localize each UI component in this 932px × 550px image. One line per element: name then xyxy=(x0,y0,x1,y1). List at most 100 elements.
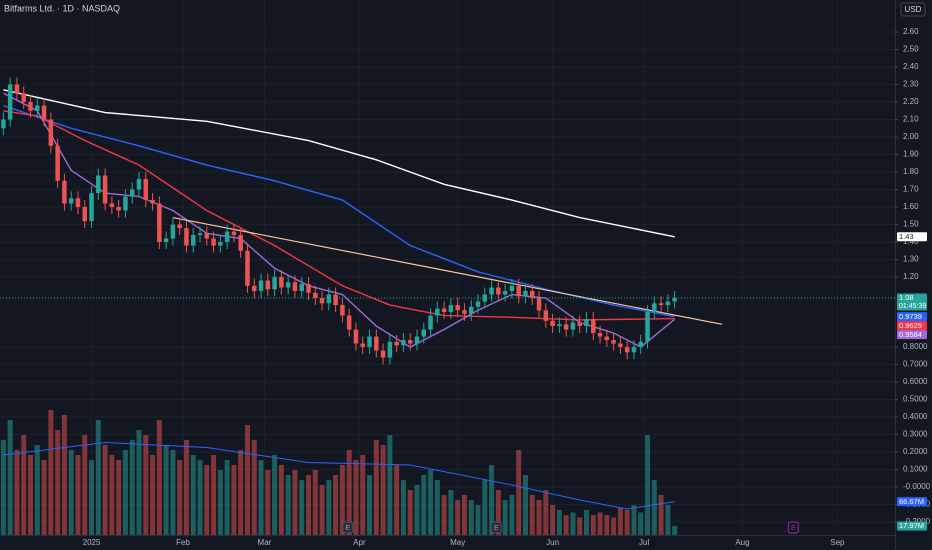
y-tick-label: 0.3000 xyxy=(903,430,928,439)
y-tick-label: 0.4000 xyxy=(903,412,928,421)
candle-body xyxy=(428,315,433,330)
x-tick-label: Feb xyxy=(176,538,190,547)
volume-bar xyxy=(665,505,671,535)
candle-body xyxy=(455,305,460,311)
price-label: 66.67M xyxy=(899,497,924,506)
candle-body xyxy=(279,277,284,288)
y-tick-label: 0.1000 xyxy=(903,465,928,474)
candle-body xyxy=(489,287,494,295)
currency: USD xyxy=(905,5,922,14)
volume-bar xyxy=(197,460,203,535)
volume-bar xyxy=(651,480,657,535)
volume-bar xyxy=(583,510,589,535)
candle-body xyxy=(421,329,427,337)
candle-body xyxy=(333,294,338,306)
volume-bar xyxy=(183,440,189,535)
y-tick-label: -0.0000 xyxy=(903,482,931,491)
candle-body xyxy=(258,280,264,292)
y-tick-label: 1.20 xyxy=(903,272,919,281)
candle-body xyxy=(591,319,596,334)
candle-body xyxy=(75,198,81,208)
event-icon[interactable] xyxy=(342,521,354,534)
volume-bar xyxy=(502,500,508,535)
volume-bar xyxy=(380,445,386,535)
candle-body xyxy=(380,350,386,358)
volume-bar xyxy=(265,470,271,535)
candle-body xyxy=(190,235,196,246)
event-icon[interactable] xyxy=(787,521,799,534)
volume-bar xyxy=(61,415,67,535)
price-label-box xyxy=(897,497,927,507)
volume-bar xyxy=(387,435,393,535)
moving-average-line xyxy=(3,89,675,238)
candle-body xyxy=(618,343,623,348)
candle-body xyxy=(374,336,379,351)
candle-body xyxy=(231,231,237,236)
volume-bar xyxy=(645,435,651,535)
volume-bar xyxy=(7,420,13,535)
candle-body xyxy=(224,231,230,243)
chart-title: Bitfarms Ltd. · 1D · NASDAQ xyxy=(4,3,120,13)
candle-body xyxy=(414,336,420,344)
candle-body xyxy=(218,242,223,246)
volume-bar xyxy=(28,455,34,535)
price-label: 17.97M xyxy=(899,521,924,530)
candle-body xyxy=(672,298,677,302)
y-tick-label: 1.90 xyxy=(903,150,919,159)
candle-body xyxy=(611,340,616,344)
price-label: 1.08 xyxy=(899,293,914,302)
volume-bar xyxy=(550,505,556,535)
volume-bar xyxy=(468,500,474,535)
candle-body xyxy=(1,119,6,129)
y-tick-label: 2.20 xyxy=(903,97,919,106)
y-tick-label: 0.5000 xyxy=(903,395,928,404)
volume-bar xyxy=(21,435,27,535)
candle-body xyxy=(62,180,67,204)
volume-bar xyxy=(617,507,623,535)
candle-body xyxy=(482,294,488,302)
x-tick-label: Jun xyxy=(546,538,559,547)
candle-body xyxy=(353,329,359,344)
candle-body xyxy=(252,285,257,292)
candle-body xyxy=(109,203,115,208)
candle-body xyxy=(658,303,664,306)
candle-body xyxy=(624,347,630,353)
candle-body xyxy=(292,282,298,292)
candle-body xyxy=(360,343,365,348)
volume-bar xyxy=(68,450,74,535)
candle-body xyxy=(197,233,203,236)
y-tick-label: 1.60 xyxy=(903,202,919,211)
currency-box[interactable] xyxy=(900,2,926,17)
y-tick-label: 2.40 xyxy=(903,62,919,71)
y-tick-label: 0.7000 xyxy=(903,360,928,369)
volume-bar xyxy=(339,465,345,535)
volume-bar xyxy=(217,470,223,535)
candle-body xyxy=(28,102,33,111)
moving-average-line xyxy=(3,110,675,321)
volume-bar xyxy=(177,460,183,535)
candle-body xyxy=(394,341,399,346)
volume-bar xyxy=(34,445,40,535)
candle-body xyxy=(496,287,501,295)
candle-body xyxy=(570,322,576,330)
volume-bar xyxy=(563,515,569,535)
volume-bar xyxy=(306,475,312,535)
volume-bar xyxy=(136,430,142,535)
y-tick-label: 0.2000 xyxy=(903,447,928,456)
y-tick-label: 0.8000 xyxy=(903,342,928,351)
event-icon[interactable] xyxy=(490,521,502,534)
volume-bar xyxy=(597,512,603,535)
price-label: 0.9584 xyxy=(899,330,922,339)
candle-body xyxy=(407,340,413,344)
y-tick-label: 2.30 xyxy=(903,80,919,89)
volume-bar xyxy=(326,480,332,535)
candle-body xyxy=(211,238,216,246)
volume-bar xyxy=(231,465,237,535)
volume-bar xyxy=(258,460,264,535)
price-label-box xyxy=(897,321,927,331)
y-tick-label: 1.70 xyxy=(903,185,919,194)
candle-body xyxy=(543,310,549,321)
volume-bar xyxy=(238,450,244,535)
